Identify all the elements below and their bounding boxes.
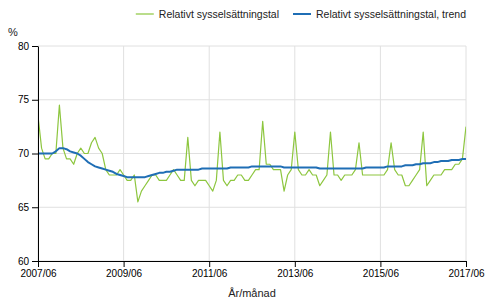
chart: 2007/06 2009/06 2011/06 2013/06 2015/06 2017/… [0, 0, 494, 305]
y-tick-label: 75 [18, 94, 30, 105]
grid-line-x [123, 46, 124, 261]
grid-line-x [466, 46, 467, 261]
x-tick: 2017/06 [448, 261, 485, 279]
y-tick: 75 [18, 94, 38, 105]
x-tick: 2015/06 [363, 261, 400, 279]
grid-line-y [38, 99, 466, 100]
x-tick-mark [209, 261, 210, 267]
x-tick-mark [466, 261, 467, 267]
x-tick-label: 2011/06 [192, 268, 228, 279]
grid-line-y [38, 207, 466, 208]
legend-item: Relativt sysselsättningstal [136, 8, 279, 20]
x-tick: 2009/06 [106, 261, 143, 279]
grid [38, 46, 466, 261]
x-axis-line [39, 261, 467, 262]
y-tick-mark [32, 261, 38, 262]
y-tick: 60 [18, 256, 38, 267]
x-tick-label: 2015/06 [363, 268, 400, 279]
x-tick-mark [124, 261, 125, 267]
legend-swatch [293, 13, 311, 15]
y-axis-title: % [8, 26, 18, 38]
legend-label: Relativt sysselsättningstal [159, 8, 279, 20]
legend: Relativt sysselsättningstal Relativt syss… [136, 8, 466, 20]
legend-swatch [136, 13, 154, 14]
y-tick-label: 70 [18, 148, 30, 159]
series-line [38, 105, 466, 202]
series-line [38, 148, 466, 177]
y-tick-mark [32, 46, 38, 47]
grid-line-y [38, 46, 466, 47]
legend-item: Relativt sysselsättningstal, trend [293, 8, 466, 20]
y-axis-line [38, 47, 39, 262]
x-tick-mark [38, 261, 39, 267]
lines [38, 105, 466, 202]
x-tick-label: 2009/06 [106, 268, 143, 279]
y-tick-label: 60 [18, 256, 30, 267]
y-tick: 65 [18, 202, 38, 213]
y-tick: 80 [18, 41, 38, 52]
x-axis: 2007/06 2009/06 2011/06 2013/06 2015/06 2017/… [20, 261, 485, 279]
grid-line-y [38, 261, 466, 262]
x-tick: 2013/06 [277, 261, 314, 279]
x-axis-title: År/månad [228, 287, 276, 299]
x-tick-label: 2013/06 [277, 268, 314, 279]
plot: 2007/06 2009/06 2011/06 2013/06 2015/06 2017/… [18, 41, 485, 279]
x-tick-mark [295, 261, 296, 267]
y-tick-label: 65 [18, 202, 30, 213]
y-tick-label: 80 [18, 41, 30, 52]
y-tick-mark [32, 100, 38, 101]
y-tick-mark [32, 154, 38, 155]
y-axis: 60 65 70 75 80 [18, 41, 39, 267]
x-tick: 2011/06 [192, 261, 228, 279]
grid-line-x [380, 46, 381, 261]
y-tick: 70 [18, 148, 38, 159]
x-tick-label: 2017/06 [448, 268, 485, 279]
x-tick-mark [380, 261, 381, 267]
x-tick-label: 2007/06 [20, 268, 57, 279]
grid-line-x [209, 46, 210, 261]
y-tick-mark [32, 207, 38, 208]
grid-line-x [294, 46, 295, 261]
legend-label: Relativt sysselsättningstal, trend [316, 8, 466, 20]
